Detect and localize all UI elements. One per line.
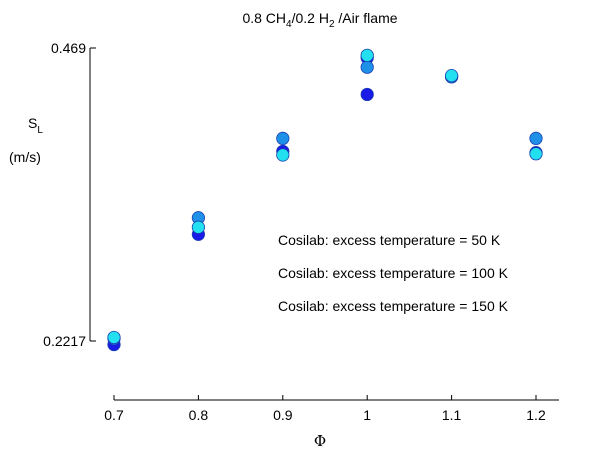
data-points: [107, 48, 543, 352]
x-axis-label: Φ: [314, 432, 326, 450]
title-sub2: 2: [329, 19, 335, 30]
point-series2-0: [107, 330, 121, 345]
point-series2-5: [529, 147, 543, 161]
title-prefix: 0.8 CH: [242, 10, 286, 26]
point-series2-1: [191, 220, 205, 234]
x-tick-label-0: 0.7: [104, 407, 124, 423]
title-sub1: 4: [286, 19, 292, 30]
title-suffix: /Air flame: [335, 10, 398, 26]
title-middle: /0.2 H: [292, 10, 329, 26]
x-tick-label-1: 0.8: [189, 407, 209, 423]
y-axis-label: SL: [28, 115, 43, 136]
x-tick-label-4: 1.1: [442, 407, 462, 423]
legend-entry-50k: Cosilab: excess temperature = 50 K: [278, 232, 501, 248]
point-series2-3: [360, 48, 374, 62]
legend-entry-100k: Cosilab: excess temperature = 100 K: [278, 265, 509, 281]
x-tick-label-3: 1: [363, 407, 371, 423]
point-series1-2: [276, 131, 290, 145]
point-series1-3: [360, 60, 374, 74]
y-axis-unit: (m/s): [9, 149, 41, 165]
point-series2-4: [444, 69, 459, 83]
y-tick-label-top: 0.469: [51, 40, 86, 56]
x-tick-label-2: 0.9: [273, 407, 293, 423]
point-series2-2: [276, 148, 290, 162]
legend: Cosilab: excess temperature = 50 K Cosil…: [278, 232, 509, 314]
legend-entry-150k: Cosilab: excess temperature = 150 K: [278, 298, 509, 314]
y-axis: 0.469 0.2217: [43, 40, 96, 349]
y-label-sub: L: [37, 125, 43, 136]
y-label-main: S: [28, 115, 37, 131]
y-tick-label-bottom: 0.2217: [43, 333, 86, 349]
chart-title: 0.8 CH4/0.2 H2 /Air flame: [242, 10, 397, 30]
x-tick-label-5: 1.2: [526, 407, 546, 423]
x-axis: 0.7 0.8 0.9 1 1.1 1.2: [104, 395, 559, 423]
point-series1-5: [529, 131, 543, 145]
point-extra-0: [360, 87, 374, 102]
